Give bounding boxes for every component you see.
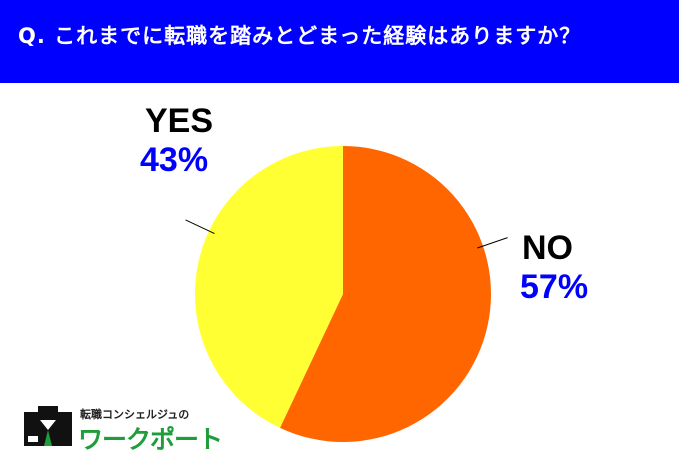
leader-line-no: [477, 237, 508, 249]
label-yes-name: YES: [145, 102, 214, 140]
logo-tagline: 転職コンシェルジュの: [80, 408, 190, 421]
logo-concierge-icon: [24, 406, 72, 446]
question-header: Q. これまでに転職を踏みとどまった経験はありますか？: [0, 0, 679, 83]
pie-slice-yes: [195, 146, 343, 428]
logo-name: ワークポート: [78, 425, 223, 454]
leader-line-yes: [185, 219, 215, 234]
workport-logo: 転職コンシェルジュの ワークポート: [22, 404, 223, 454]
question-text: Q. これまでに転職を踏みとどまった経験はありますか？: [18, 24, 582, 48]
label-no-percent: 57%: [520, 268, 589, 306]
label-yes-percent: 43%: [140, 141, 209, 179]
label-no-name: NO: [522, 229, 573, 267]
pie-slice-no: [279, 146, 491, 442]
